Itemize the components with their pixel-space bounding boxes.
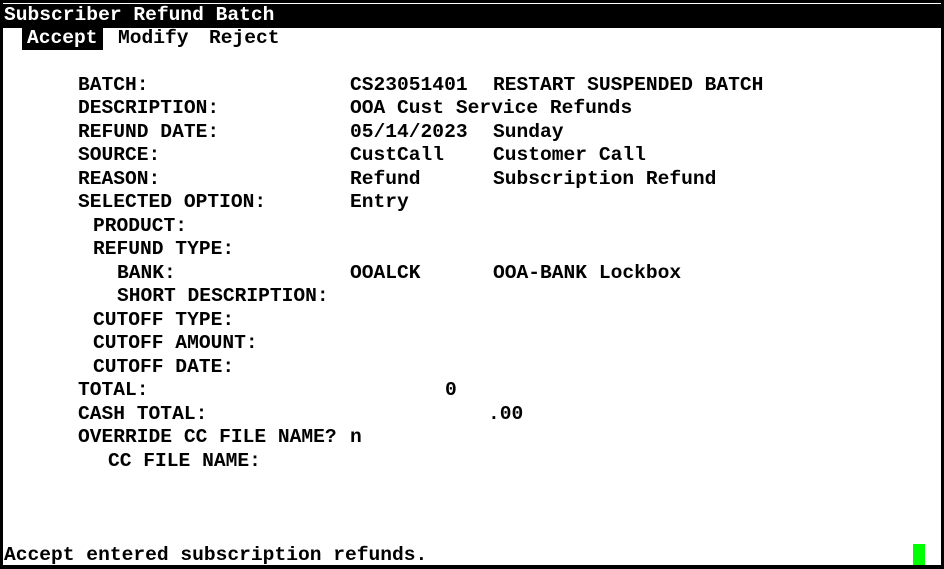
reason-label: REASON:: [78, 167, 161, 190]
field-row-bank: BANK: OOALCK OOA-BANK Lockbox: [3, 262, 941, 286]
bank-label: BANK:: [117, 261, 176, 284]
source-note: Customer Call: [493, 144, 646, 166]
field-row-cash-total: CASH TOTAL: .00: [3, 403, 941, 427]
field-row-cutoff-type: CUTOFF TYPE:: [3, 309, 941, 333]
menu-bar: Accept Modify Reject: [3, 26, 941, 50]
field-row-source: SOURCE: CustCall Customer Call: [3, 144, 941, 168]
field-row-reason: REASON: Refund Subscription Refund: [3, 168, 941, 192]
field-row-refund-type: REFUND TYPE:: [3, 238, 941, 262]
refund-type-label: REFUND TYPE:: [93, 238, 235, 260]
cash-total-value: .00: [488, 402, 524, 425]
field-row-cc-file-name: CC FILE NAME:: [3, 450, 941, 474]
field-row-short-description: SHORT DESCRIPTION:: [3, 285, 941, 309]
terminal-cursor: [913, 544, 925, 565]
field-row-override-cc-file-name: OVERRIDE CC FILE NAME? n: [3, 426, 941, 450]
status-message: Accept entered subscription refunds.: [4, 543, 428, 566]
description-value[interactable]: OOA Cust Service Refunds: [350, 97, 633, 119]
field-row-description: DESCRIPTION: OOA Cust Service Refunds: [3, 97, 941, 121]
refund-date-note: Sunday: [493, 120, 564, 143]
cash-total-label: CASH TOTAL:: [78, 402, 208, 425]
menu-item-accept[interactable]: Accept: [22, 26, 103, 50]
short-description-label: SHORT DESCRIPTION:: [117, 285, 329, 307]
total-label: TOTAL:: [78, 379, 149, 401]
field-row-product: PRODUCT:: [3, 215, 941, 239]
bank-note: OOA-BANK Lockbox: [493, 261, 682, 284]
field-row-cutoff-amount: CUTOFF AMOUNT:: [3, 332, 941, 356]
selected-option-label: SELECTED OPTION:: [78, 191, 267, 213]
product-label: PRODUCT:: [93, 214, 188, 237]
batch-note: RESTART SUSPENDED BATCH: [493, 73, 764, 96]
total-value: 0: [445, 379, 457, 401]
cutoff-type-label: CUTOFF TYPE:: [93, 308, 235, 331]
reason-note: Subscription Refund: [493, 167, 717, 190]
cutoff-amount-label: CUTOFF AMOUNT:: [93, 332, 258, 354]
source-label: SOURCE:: [78, 144, 161, 166]
refund-date-value[interactable]: 05/14/2023: [350, 120, 468, 143]
override-cc-file-name-label: OVERRIDE CC FILE NAME?: [78, 426, 337, 448]
cc-file-name-label: CC FILE NAME:: [108, 449, 261, 472]
description-label: DESCRIPTION:: [78, 97, 220, 119]
field-row-selected-option: SELECTED OPTION: Entry: [3, 191, 941, 215]
reason-value[interactable]: Refund: [350, 167, 421, 190]
batch-label: BATCH:: [78, 73, 149, 96]
field-row-batch: BATCH: CS23051401 RESTART SUSPENDED BATC…: [3, 74, 941, 98]
batch-value[interactable]: CS23051401: [350, 73, 468, 96]
field-row-cutoff-date: CUTOFF DATE:: [3, 356, 941, 380]
selected-option-value[interactable]: Entry: [350, 191, 409, 213]
cutoff-date-label: CUTOFF DATE:: [93, 355, 235, 378]
source-value[interactable]: CustCall: [350, 144, 445, 166]
window-title: Subscriber Refund Batch: [3, 3, 941, 28]
menu-item-modify[interactable]: Modify: [118, 26, 189, 49]
menu-item-reject[interactable]: Reject: [209, 26, 280, 49]
refund-date-label: REFUND DATE:: [78, 120, 220, 143]
field-row-refund-date: REFUND DATE: 05/14/2023 Sunday: [3, 121, 941, 145]
bank-value[interactable]: OOALCK: [350, 261, 421, 284]
field-row-total: TOTAL: 0: [3, 379, 941, 403]
override-cc-file-name-value[interactable]: n: [350, 426, 362, 448]
